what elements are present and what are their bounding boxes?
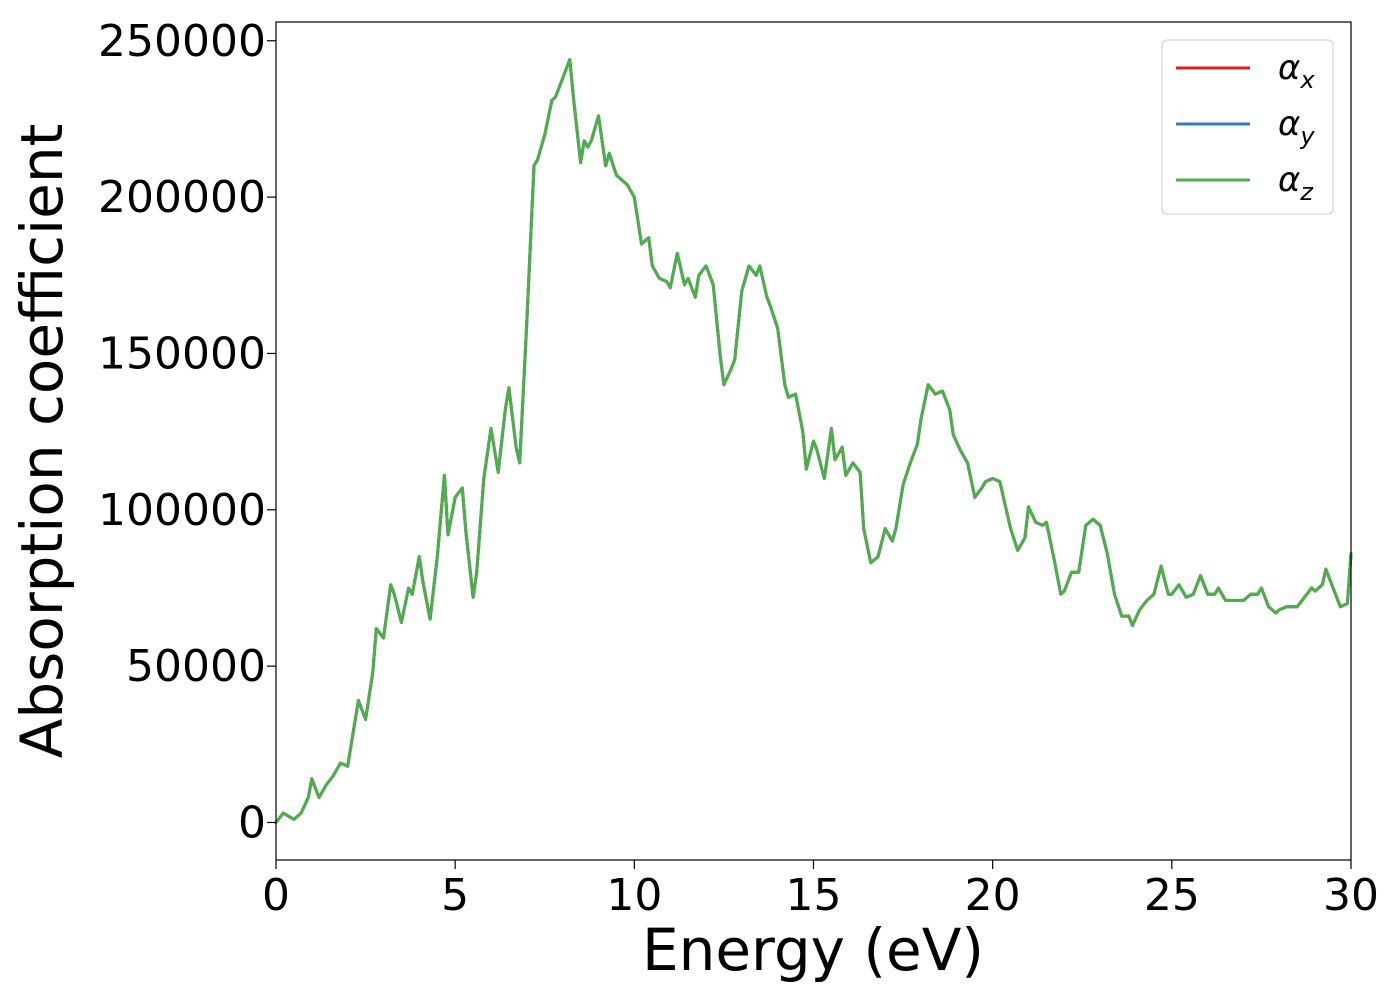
series-line-alpha-z (274, 58, 1353, 824)
y-tick-label: 50000 (126, 641, 266, 692)
legend: αx αy αz (1161, 39, 1334, 215)
legend-box (1161, 39, 1334, 215)
y-tick-label: 100000 (98, 485, 266, 536)
y-axis: 0 50000 100000 150000 200000 250000 (98, 16, 276, 848)
y-tick-label: 250000 (98, 16, 266, 67)
x-tick-label: 30 (1323, 870, 1379, 921)
legend-label-y: αy (1278, 104, 1315, 150)
y-tick-label: 150000 (98, 328, 266, 379)
x-axis: 0 5 10 15 20 25 30 (262, 860, 1379, 921)
x-axis-title: Energy (eV) (642, 916, 984, 984)
plot-lines (274, 58, 1353, 824)
legend-label-z: αz (1278, 160, 1314, 206)
x-tick-label: 0 (262, 870, 290, 921)
y-axis-title: Absorption coefficient (8, 124, 76, 759)
x-tick-label: 25 (1144, 870, 1200, 921)
y-tick-label: 0 (238, 797, 266, 848)
x-tick-label: 20 (965, 870, 1021, 921)
x-tick-label: 10 (606, 870, 662, 921)
legend-label-x: αx (1278, 48, 1315, 94)
y-tick-label: 200000 (98, 172, 266, 223)
x-tick-label: 15 (786, 870, 842, 921)
x-tick-label: 5 (441, 870, 469, 921)
